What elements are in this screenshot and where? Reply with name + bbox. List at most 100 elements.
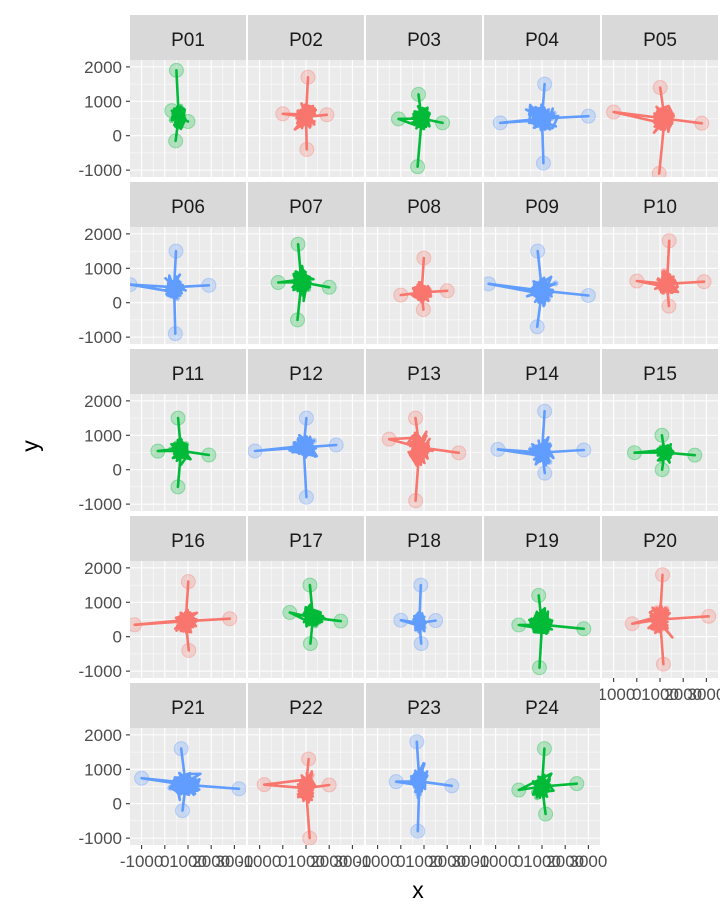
facet-panel-p13: P13 bbox=[366, 349, 482, 511]
data-point-marker bbox=[661, 233, 677, 249]
data-point bbox=[535, 622, 542, 629]
data-point bbox=[653, 605, 660, 612]
data-point bbox=[309, 784, 316, 791]
facet-strip-label: P13 bbox=[407, 364, 441, 385]
data-point-marker bbox=[130, 617, 143, 633]
data-point bbox=[297, 121, 304, 128]
data-point bbox=[665, 274, 672, 281]
data-point bbox=[659, 116, 666, 123]
data-point-marker bbox=[393, 612, 409, 628]
y-tick-label: 0 bbox=[113, 127, 122, 146]
facet-strip-label: P22 bbox=[289, 698, 323, 719]
data-point-marker bbox=[569, 776, 585, 792]
facet-panel-p05: P05 bbox=[602, 15, 718, 177]
data-point-marker bbox=[173, 741, 189, 757]
facet-strip-label: P01 bbox=[171, 30, 205, 51]
facet-strip-label: P08 bbox=[407, 197, 441, 218]
data-point-marker bbox=[629, 273, 645, 289]
data-point bbox=[307, 776, 314, 783]
data-layer bbox=[248, 410, 344, 505]
data-point-marker bbox=[413, 577, 429, 593]
data-point bbox=[661, 622, 668, 629]
data-point bbox=[414, 442, 421, 449]
data-point-marker bbox=[651, 166, 667, 177]
data-point-marker bbox=[413, 636, 429, 652]
data-point bbox=[194, 783, 201, 790]
data-point bbox=[532, 287, 539, 294]
data-point-marker bbox=[168, 62, 184, 78]
facet-panel-p08: P08 bbox=[366, 182, 482, 344]
data-point bbox=[177, 103, 184, 110]
data-point bbox=[660, 445, 667, 452]
data-point-marker bbox=[535, 155, 551, 171]
y-tick-label: 0 bbox=[113, 461, 122, 480]
data-point-marker bbox=[537, 76, 553, 92]
facet-panel-p16: P16 -1000 0 1000 2000 bbox=[79, 516, 246, 681]
trace-line bbox=[630, 573, 710, 666]
data-point bbox=[183, 441, 190, 448]
x-tick-label: 1000 bbox=[405, 852, 443, 871]
facet-strip-label: P09 bbox=[525, 197, 559, 218]
facet-strip bbox=[602, 15, 718, 60]
data-point-marker bbox=[298, 410, 314, 426]
data-point bbox=[304, 446, 311, 453]
data-point-marker bbox=[410, 159, 426, 175]
data-point bbox=[420, 772, 427, 779]
data-point-marker bbox=[321, 279, 337, 295]
x-tick-label: 3000 bbox=[569, 852, 607, 871]
data-point-marker bbox=[301, 751, 317, 767]
data-point bbox=[416, 452, 423, 459]
facet-strip-label: P07 bbox=[289, 197, 323, 218]
data-point bbox=[312, 622, 319, 629]
data-layer bbox=[393, 250, 455, 318]
data-point-marker bbox=[451, 445, 467, 461]
data-point bbox=[166, 281, 173, 288]
data-point bbox=[662, 107, 669, 114]
x-tick-label: 3000 bbox=[687, 685, 720, 704]
data-point bbox=[301, 776, 308, 783]
data-point bbox=[545, 111, 552, 118]
data-point-marker bbox=[409, 734, 425, 750]
facet-strip bbox=[248, 15, 364, 60]
data-point bbox=[175, 116, 182, 123]
data-point-marker bbox=[531, 587, 547, 603]
data-point bbox=[172, 289, 179, 296]
data-point-marker bbox=[511, 617, 527, 633]
facet-strip-label: P03 bbox=[407, 30, 441, 51]
data-point-marker bbox=[150, 443, 166, 459]
data-layer bbox=[490, 403, 592, 481]
facet-strip bbox=[130, 349, 246, 394]
facet-strip bbox=[602, 516, 718, 561]
data-layer bbox=[134, 741, 246, 819]
data-point-marker bbox=[624, 616, 640, 632]
data-point-marker bbox=[408, 493, 424, 509]
facet-panel-p09: P09 bbox=[484, 182, 600, 344]
data-point bbox=[663, 605, 670, 612]
data-point-marker bbox=[537, 465, 553, 481]
data-point-marker bbox=[576, 442, 592, 458]
data-point bbox=[654, 119, 661, 126]
data-point bbox=[179, 622, 186, 629]
data-layer bbox=[164, 62, 196, 149]
data-layer bbox=[626, 427, 703, 478]
data-point-marker bbox=[416, 250, 432, 266]
data-point-marker bbox=[538, 806, 554, 822]
x-tick-label: -1000 bbox=[356, 852, 399, 871]
data-point-marker bbox=[537, 403, 553, 419]
data-point bbox=[538, 615, 545, 622]
data-point bbox=[295, 445, 302, 452]
x-tick-label: 2000 bbox=[428, 852, 466, 871]
data-point bbox=[164, 288, 171, 295]
data-point bbox=[541, 280, 548, 287]
facet-strip bbox=[130, 516, 246, 561]
data-point-marker bbox=[661, 298, 677, 314]
data-point-marker bbox=[175, 803, 191, 819]
data-point-marker bbox=[439, 283, 455, 299]
facet-panel-p04: P04 bbox=[484, 15, 600, 177]
facet-strip bbox=[484, 15, 600, 60]
data-point-marker bbox=[655, 656, 671, 672]
data-point-marker bbox=[530, 243, 546, 259]
y-tick-label: -1000 bbox=[79, 662, 122, 681]
data-point bbox=[539, 452, 546, 459]
